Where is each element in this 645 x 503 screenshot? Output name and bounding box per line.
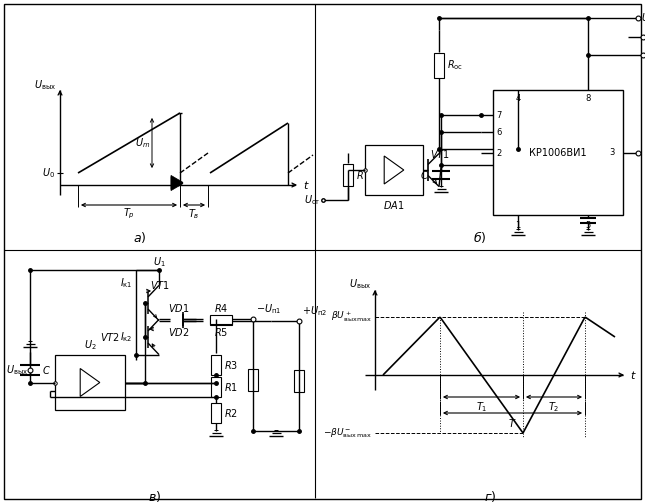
Text: $+U_{\rm п2}$: $+U_{\rm п2}$ — [302, 304, 327, 317]
Text: $VD2$: $VD2$ — [168, 326, 190, 339]
Text: $\beta U^+_{\rm вых\,max}$: $\beta U^+_{\rm вых\,max}$ — [331, 310, 372, 324]
Bar — [211, 403, 221, 423]
Bar — [211, 355, 221, 375]
Text: $R$: $R$ — [356, 169, 364, 181]
Bar — [211, 377, 221, 397]
Text: $U_{\rm ст}$: $U_{\rm ст}$ — [304, 193, 321, 207]
Polygon shape — [171, 177, 183, 191]
Bar — [55, 355, 125, 410]
Text: $I_{\rm к1}$: $I_{\rm к1}$ — [120, 276, 132, 290]
Text: $U_0$: $U_0$ — [42, 166, 55, 180]
Text: $R1$: $R1$ — [224, 381, 238, 393]
Text: 1: 1 — [515, 220, 521, 229]
Bar — [294, 370, 304, 392]
Text: $R4$: $R4$ — [214, 302, 228, 313]
Text: 7: 7 — [496, 111, 501, 120]
Text: $а)$: $а)$ — [134, 229, 146, 244]
Text: $VT2$: $VT2$ — [100, 331, 120, 343]
Text: $U_{\rm п2}$: $U_{\rm п2}$ — [641, 11, 645, 25]
Bar — [248, 369, 258, 391]
Text: $R3$: $R3$ — [224, 359, 238, 371]
Bar — [343, 164, 353, 186]
Text: КР1006ВИ1: КР1006ВИ1 — [529, 147, 587, 157]
Text: $U_{\rm вых}$: $U_{\rm вых}$ — [34, 78, 56, 92]
Text: $T_в$: $T_в$ — [188, 207, 200, 221]
Text: $U_2$: $U_2$ — [84, 338, 96, 352]
Text: $t$: $t$ — [303, 179, 310, 191]
Bar — [434, 52, 444, 77]
Bar — [365, 145, 423, 195]
Text: $C$: $C$ — [421, 169, 429, 181]
Text: $I_{\rm к2}$: $I_{\rm к2}$ — [120, 330, 132, 344]
Text: 8: 8 — [585, 94, 591, 103]
Text: $R2$: $R2$ — [224, 407, 238, 419]
Text: $C$: $C$ — [42, 364, 51, 376]
Text: $T$: $T$ — [508, 417, 517, 429]
Text: $T_p$: $T_p$ — [123, 207, 135, 221]
Text: $t$: $t$ — [630, 369, 637, 381]
Text: 2: 2 — [496, 148, 501, 157]
Text: $U_m$: $U_m$ — [135, 136, 150, 150]
Text: 5: 5 — [586, 220, 591, 229]
Text: $R_{\rm ос}$: $R_{\rm ос}$ — [447, 58, 463, 72]
Text: $VD1$: $VD1$ — [168, 302, 190, 313]
Text: $г)$: $г)$ — [484, 489, 496, 503]
Text: $U_{\rm вых}$: $U_{\rm вых}$ — [349, 277, 371, 291]
Text: $-\beta U^-_{\rm вых\,max}$: $-\beta U^-_{\rm вых\,max}$ — [323, 426, 372, 440]
Text: $DA1$: $DA1$ — [383, 199, 404, 211]
Text: $б)$: $б)$ — [473, 229, 487, 245]
Bar — [210, 315, 232, 324]
Text: $U_{\rm вых}$: $U_{\rm вых}$ — [6, 363, 28, 377]
Bar — [493, 90, 623, 215]
Polygon shape — [171, 176, 183, 190]
Text: $-U_{\rm п1}$: $-U_{\rm п1}$ — [256, 302, 281, 316]
Text: $U_1$: $U_1$ — [153, 255, 165, 269]
Text: $VT1$: $VT1$ — [430, 148, 450, 160]
Text: 6: 6 — [496, 127, 501, 136]
Bar — [210, 316, 232, 325]
Text: 4: 4 — [515, 94, 521, 103]
Text: 3: 3 — [610, 148, 615, 157]
Text: $T_1$: $T_1$ — [476, 400, 487, 414]
Text: $в)$: $в)$ — [148, 489, 162, 503]
Text: $R5$: $R5$ — [214, 326, 228, 339]
Text: $T_2$: $T_2$ — [548, 400, 560, 414]
Text: $VT1$: $VT1$ — [150, 279, 170, 291]
